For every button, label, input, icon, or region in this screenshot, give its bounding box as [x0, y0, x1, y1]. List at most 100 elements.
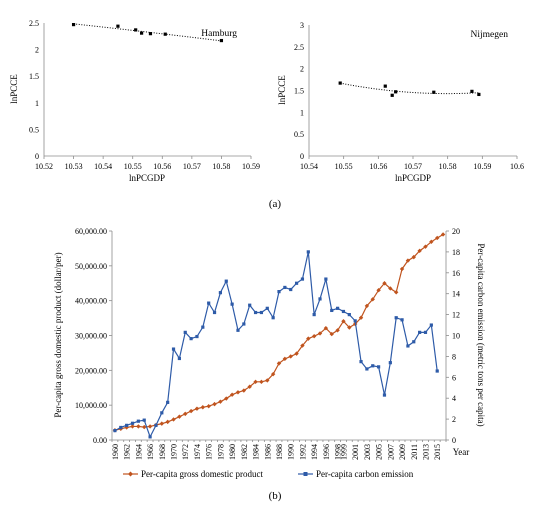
nijmegen-y-tick-label: 2: [300, 65, 304, 74]
gdp-data-point: [358, 315, 364, 320]
gdp-data-point: [376, 288, 381, 293]
carbon-data-point: [377, 365, 381, 369]
carbon-data-point: [412, 340, 416, 344]
gdp-data-point: [200, 405, 206, 410]
hamburg-x-tick-label: 10.52: [35, 162, 53, 171]
gdp-data-point: [317, 331, 323, 336]
nijmegen-data-point: [470, 89, 474, 93]
nijmegen-data-point: [383, 84, 387, 88]
gdp-data-point: [364, 303, 370, 309]
carbon-y-tick-label: 20: [452, 227, 460, 236]
legend-item-carbon: Per-capita carbon emission: [298, 469, 414, 479]
line-series: [112, 232, 446, 439]
carbon-data-point: [119, 425, 123, 430]
carbon-series-line: [114, 251, 438, 439]
carbon-data-point: [154, 423, 158, 427]
hamburg-trendline: [73, 23, 222, 42]
legend: Per-capita gross domestic product Per-ca…: [123, 469, 414, 479]
carbon-data-point: [142, 418, 146, 422]
year-tick-label: 1982: [240, 444, 249, 460]
hamburg-data-point: [163, 32, 167, 36]
nijmegen-x-tick-label: 10.57: [404, 162, 422, 171]
gdp-data-point: [206, 404, 211, 409]
legend-gdp-label: Per-capita gross domestic product: [141, 469, 264, 479]
gdp-y-ticks: 0.00 10,000.00 20,000.00 30,000.00 40,000.00…: [75, 227, 112, 445]
gdp-y-tick-label: 50,000.00: [75, 262, 107, 271]
carbon-data-point: [271, 316, 275, 320]
gdp-data-point: [323, 325, 329, 331]
year-tick-label: 1984: [252, 444, 261, 460]
carbon-data-point: [429, 323, 433, 327]
gdp-data-point: [411, 254, 416, 260]
nijmegen-data-point: [432, 90, 436, 94]
carbon-data-point: [406, 344, 410, 348]
carbon-data-point: [423, 330, 428, 334]
carbon-data-point: [130, 421, 135, 425]
hamburg-y-ticks: 0 0.5 1 1.5 2 2.5: [29, 19, 39, 161]
gdp-data-point: [247, 384, 252, 389]
hamburg-scatter-plot: 00.511.522.5 10.52 10.53 10.54 10.55 10.56 10…: [9, 19, 260, 183]
gdp-data-point: [329, 331, 334, 337]
hamburg-x-tick-label: 10.53: [65, 162, 83, 171]
gdp-y-tick-label: 10,000.00: [75, 401, 107, 410]
gdp-data-point: [435, 235, 440, 241]
nijmegen-y-tick-label: 2.5: [294, 43, 304, 52]
hamburg-x-tick-label: 10.57: [183, 162, 201, 171]
carbon-data-point: [382, 393, 387, 397]
carbon-data-point: [265, 306, 269, 310]
carbon-data-point: [435, 369, 439, 373]
gdp-data-point: [288, 354, 293, 359]
year-tick-label: 2015: [433, 444, 442, 460]
hamburg-data-point: [134, 28, 138, 32]
year-tick-label: 2003: [363, 444, 372, 460]
gdp-data-point: [440, 232, 446, 237]
gdp-y-tick-label: 60,000.00: [75, 227, 107, 236]
nijmegen-x-tick-label: 10.6: [510, 162, 524, 171]
carbon-data-point: [177, 356, 181, 361]
nijmegen-y-tick-label: 0: [300, 152, 304, 161]
hamburg-y-tick-label: 2.5: [29, 19, 39, 28]
carbon-data-point: [341, 309, 346, 314]
nijmegen-x-tick-label: 10.54: [300, 162, 318, 171]
year-tick-label: 1994: [310, 444, 319, 460]
nijmegen-data-point: [390, 93, 394, 97]
carbon-data-point: [318, 297, 322, 301]
gdp-data-point: [276, 361, 282, 366]
carbon-data-point: [359, 360, 363, 364]
hamburg-y-label: lnPCCE: [9, 74, 19, 104]
year-tick-label: 1964: [134, 444, 143, 460]
hamburg-y-tick-label: 1: [35, 99, 39, 108]
year-tick-label: 1966: [146, 444, 155, 460]
hamburg-data-point: [139, 31, 144, 35]
year-tick-label: 1970: [170, 444, 179, 460]
nijmegen-x-tick-label: 10.59: [473, 162, 491, 171]
hamburg-x-tick-label: 10.56: [153, 162, 171, 171]
gdp-y-tick-label: 20,000.00: [75, 366, 107, 375]
nijmegen-x-label: lnPCGDP: [395, 173, 431, 183]
year-tick-label: 1968: [158, 444, 167, 460]
gdp-carbon-line-chart: 0.00 10,000.00 20,000.00 30,000.00 40,000.00…: [53, 227, 486, 479]
year-tick-label: 1962: [123, 444, 132, 460]
carbon-data-point: [195, 334, 199, 339]
carbon-data-point: [365, 367, 369, 371]
carbon-data-point: [125, 423, 129, 427]
gdp-y-tick-label: 0.00: [93, 436, 107, 445]
gdp-data-point: [405, 258, 411, 263]
nijmegen-x-ticks: 10.54 10.55 10.56 10.57 10.58 10.59 10.6: [300, 156, 524, 171]
gdp-data-point: [136, 424, 141, 429]
year-tick-label: 1992: [298, 444, 307, 460]
hamburg-data-points: [71, 22, 224, 43]
year-tick-label: 1972: [181, 444, 190, 460]
gdp-data-point: [177, 414, 182, 419]
gdp-data-point: [423, 244, 428, 249]
gdp-data-point: [229, 392, 235, 397]
carbon-data-point: [324, 277, 328, 281]
carbon-data-point: [166, 400, 170, 404]
hamburg-data-point: [148, 32, 153, 36]
gdp-data-point: [165, 419, 170, 425]
carbon-y-tick-label: 12: [452, 311, 460, 320]
gdp-data-point: [341, 319, 346, 324]
nijmegen-y-tick-label: 1.5: [294, 87, 304, 96]
carbon-data-point: [259, 310, 264, 315]
